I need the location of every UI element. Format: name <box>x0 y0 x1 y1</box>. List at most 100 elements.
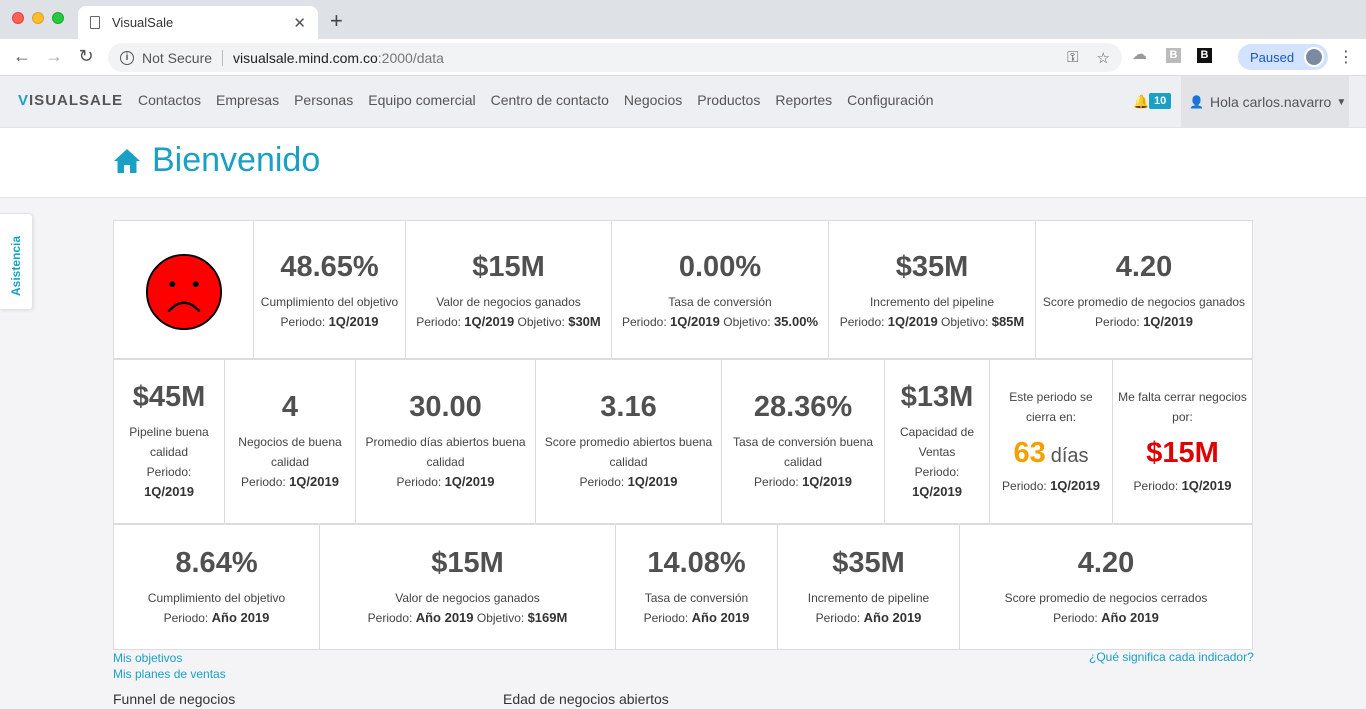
nav-negocios[interactable]: Negocios <box>623 92 683 108</box>
kpi-row-quality: $45M Pipeline buena calidad Periodo: 1Q/… <box>114 360 1252 525</box>
kpi-value: 48.65% <box>280 251 379 283</box>
kpi-valor-ganados-q: $15M Valor de negocios ganados Periodo: … <box>406 221 612 358</box>
reload-button[interactable]: ↻ <box>78 46 94 66</box>
kpi-period-label: Periodo: <box>146 465 192 479</box>
age-section-title: Edad de negocios abiertos <box>503 691 669 707</box>
kpi-label: Tasa de conversión <box>668 295 772 309</box>
new-tab-button[interactable]: + <box>330 8 343 33</box>
kpi-period: Periodo: 1Q/2019 <box>1095 314 1193 329</box>
kpi-cumplimiento-q: 48.65% Cumplimiento del objetivo Periodo… <box>254 221 406 358</box>
kpi-period: Periodo: 1Q/2019 <box>1002 478 1100 493</box>
kpi-promedio-dias-buena: 30.00 Promedio días abiertos buena calid… <box>356 360 536 523</box>
kpi-label: Cumplimiento del objetivo <box>260 295 399 309</box>
kpi-tasa-conversion-y: 14.08% Tasa de conversión Periodo: Año 2… <box>616 525 778 649</box>
window-controls <box>12 12 64 24</box>
nav-empresas[interactable]: Empresas <box>216 92 280 108</box>
goal-links: Mis objetivos Mis planes de ventas <box>113 650 226 682</box>
nav-contactos[interactable]: Contactos <box>138 92 202 108</box>
extension-b-dark-icon[interactable]: B <box>1197 48 1212 63</box>
kpi-capacidad-ventas: $13M Capacidad de Ventas Periodo: 1Q/201… <box>885 360 990 523</box>
kpi-cumplimiento-y: 8.64% Cumplimiento del objetivo Periodo:… <box>114 525 320 649</box>
kpi-value: $35M <box>832 546 905 579</box>
more-menu-icon[interactable]: ⋮ <box>1338 49 1354 66</box>
kpi-period: Periodo: Año 2019 <box>1053 609 1159 625</box>
browser-toolbar: ← → ↻ i Not Secure visualsale.mind.com.c… <box>0 39 1366 76</box>
url-path: :2000/data <box>377 49 444 66</box>
kpi-label: Tasa de conversión buena calidad <box>732 435 874 469</box>
bell-icon[interactable]: 🔔 <box>1133 94 1150 109</box>
nav-personas[interactable]: Personas <box>294 92 354 108</box>
kpi-value: $15M <box>472 251 545 283</box>
key-icon[interactable]: ⚿ <box>1067 48 1079 66</box>
nav-reportes[interactable]: Reportes <box>775 92 833 108</box>
kpi-value: 30.00 <box>409 391 482 423</box>
profile-button[interactable]: Paused <box>1238 44 1328 70</box>
logo[interactable]: VISUALSALE <box>18 92 124 109</box>
chevron-down-icon: ▼ <box>1336 96 1347 108</box>
kpi-grid: 48.65% Cumplimiento del objetivo Periodo… <box>113 220 1253 650</box>
divider <box>222 49 224 66</box>
nav-productos[interactable]: Productos <box>697 92 761 108</box>
omnibox-actions: ⚿ ☆ <box>1067 49 1110 67</box>
info-icon[interactable]: i <box>120 50 134 65</box>
kpi-value: 3.16 <box>600 391 657 423</box>
extension-b-icon[interactable]: B <box>1166 48 1181 63</box>
home-icon <box>114 149 140 173</box>
nav-centro-de-contacto[interactable]: Centro de contacto <box>490 92 609 108</box>
kpi-period: Periodo: 1Q/2019 <box>754 474 852 489</box>
page-header: Bienvenido <box>0 128 1366 198</box>
kpi-dias-restantes: Este periodo se cierra en: 63 días Period… <box>990 360 1113 523</box>
close-window-button[interactable] <box>12 12 24 24</box>
kpi-period-label: Periodo: <box>914 465 960 479</box>
profile-status: Paused <box>1250 49 1295 65</box>
kpi-value: 4.20 <box>1115 251 1173 283</box>
kpi-period: 1Q/2019 <box>144 484 194 499</box>
kpi-label: Cumplimiento del objetivo <box>147 590 286 605</box>
kpi-value: $45M <box>132 381 206 413</box>
kpi-caption: Este periodo se cierra en: <box>1009 390 1093 424</box>
kpi-label: Score promedio de negocios cerrados <box>1004 590 1208 605</box>
forward-button[interactable]: → <box>45 46 63 66</box>
indicator-help-link[interactable]: ¿Qué significa cada indicador? <box>1089 650 1254 664</box>
kpi-period: Periodo: 1Q/2019 <box>396 474 495 489</box>
user-greeting: Hola carlos.navarro <box>1209 94 1332 110</box>
kpi-value: 8.64% <box>175 546 258 579</box>
maximize-window-button[interactable] <box>52 12 64 24</box>
kpi-label: Promedio días abiertos buena calidad <box>365 435 526 469</box>
cloud-extension-icon[interactable]: ☁ <box>1132 46 1147 63</box>
kpi-period: 1Q/2019 <box>912 484 962 499</box>
close-tab-icon[interactable]: ✕ <box>293 14 306 32</box>
kpi-period: Periodo: 1Q/2019 Objetivo: $85M <box>839 314 1025 329</box>
kpi-value: 14.08% <box>647 546 746 579</box>
kpi-valor-ganados-y: $15M Valor de negocios ganados Periodo: … <box>320 525 616 649</box>
kpi-value: $15M <box>431 546 504 579</box>
my-goals-link[interactable]: Mis objetivos <box>113 651 183 665</box>
kpi-tasa-conversion-buena: 28.36% Tasa de conversión buena calidad … <box>722 360 885 523</box>
kpi-incremento-pipeline-y: $35M Incremento de pipeline Periodo: Año… <box>778 525 960 649</box>
kpi-score-cerrados-y: 4.20 Score promedio de negocios cerrados… <box>960 525 1252 649</box>
security-label: Not Secure <box>142 49 213 66</box>
kpi-label: Valor de negocios ganados <box>395 590 540 605</box>
assistance-tab[interactable]: Asistencia <box>0 213 33 310</box>
nav-equipo-comercial[interactable]: Equipo comercial <box>368 92 476 108</box>
kpi-label: Valor de negocios ganados <box>436 295 581 309</box>
kpi-row-quarter: 48.65% Cumplimiento del objetivo Periodo… <box>114 221 1252 360</box>
minimize-window-button[interactable] <box>32 12 44 24</box>
address-bar[interactable]: i Not Secure visualsale.mind.com.co :200… <box>108 43 1122 72</box>
back-button[interactable]: ← <box>13 46 31 66</box>
kpi-score-ganados-q: 4.20 Score promedio de negocios ganados … <box>1036 221 1252 358</box>
kpi-value: 0.00% <box>678 251 762 283</box>
user-menu[interactable]: 👤 Hola carlos.navarro ▼ <box>1181 76 1349 128</box>
kpi-label: Capacidad de Ventas <box>899 425 975 459</box>
my-sales-plans-link[interactable]: Mis planes de ventas <box>113 667 226 681</box>
star-icon[interactable]: ☆ <box>1096 49 1110 67</box>
kpi-period: Periodo: Año 2019 <box>643 609 750 625</box>
nav-configuracion[interactable]: Configuración <box>847 92 934 108</box>
kpi-period: Periodo: Año 2019 <box>163 609 270 625</box>
kpi-label: Pipeline buena calidad <box>129 425 209 459</box>
kpi-label: Incremento de pipeline <box>807 590 930 605</box>
browser-tab[interactable]: VisualSale ✕ <box>78 6 318 39</box>
notification-count-badge[interactable]: 10 <box>1149 93 1172 109</box>
kpi-tasa-conversion-q: 0.00% Tasa de conversión Periodo: 1Q/201… <box>612 221 829 358</box>
kpi-value: $35M <box>895 251 969 283</box>
